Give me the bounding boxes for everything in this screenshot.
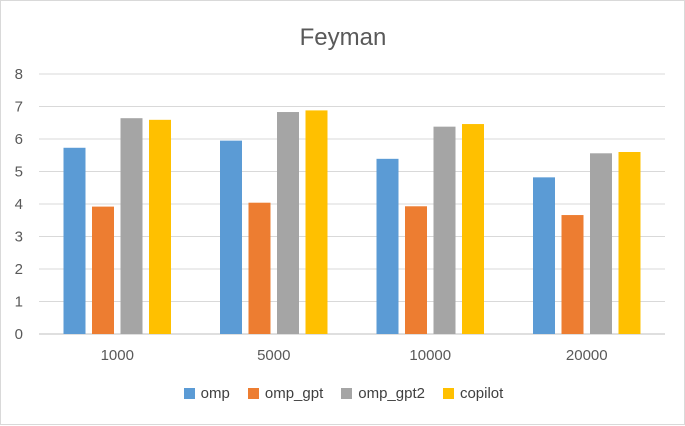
legend-swatch xyxy=(341,388,353,399)
y-tick-label: 6 xyxy=(15,131,23,148)
chart-title: Feyman xyxy=(300,24,387,51)
legend-item-copilot: copilot xyxy=(442,385,504,402)
legend-label: omp_gpt xyxy=(264,385,324,402)
bar-omp_gpt-20000 xyxy=(561,215,584,334)
bar-omp-20000 xyxy=(533,177,555,334)
bars xyxy=(63,110,641,335)
legend: omp omp_gpt omp_gpt2 copilot xyxy=(1,385,685,402)
y-tick-label: 8 xyxy=(15,66,23,83)
bar-omp_gpt2-1000 xyxy=(120,118,143,334)
y-axis-ticks: 0 1 2 3 4 5 6 7 8 xyxy=(15,66,23,343)
x-tick-label: 1000 xyxy=(101,347,134,364)
bar-omp_gpt2-5000 xyxy=(277,112,299,335)
legend-swatch xyxy=(183,388,195,399)
gridlines xyxy=(39,73,665,335)
x-tick-label: 10000 xyxy=(409,347,451,364)
legend-item-omp_gpt2: omp_gpt2 xyxy=(341,385,425,402)
legend-swatch xyxy=(442,388,454,399)
legend-label: copilot xyxy=(459,385,504,402)
bar-omp_gpt2-10000 xyxy=(433,126,456,335)
y-tick-label: 5 xyxy=(15,164,23,181)
bar-omp_gpt2-20000 xyxy=(590,153,612,334)
bar-omp-5000 xyxy=(220,140,242,334)
legend-label: omp xyxy=(200,385,230,402)
y-tick-label: 7 xyxy=(15,99,23,116)
legend-item-omp_gpt: omp_gpt xyxy=(247,385,324,402)
y-tick-label: 1 xyxy=(15,294,23,311)
legend-item-omp: omp xyxy=(183,385,230,402)
bar-copilot-5000 xyxy=(305,110,328,335)
y-tick-label: 0 xyxy=(15,326,23,343)
bar-omp-1000 xyxy=(63,147,86,334)
y-tick-label: 2 xyxy=(15,261,23,278)
y-tick-label: 4 xyxy=(15,196,23,213)
bar-omp_gpt-10000 xyxy=(405,206,427,334)
bar-omp_gpt-1000 xyxy=(92,206,114,334)
bar-copilot-10000 xyxy=(462,124,484,334)
bar-copilot-1000 xyxy=(149,119,171,334)
legend-swatch xyxy=(247,388,259,399)
y-tick-label: 3 xyxy=(15,229,23,246)
bar-omp_gpt-5000 xyxy=(248,202,271,334)
x-axis-ticks: 1000 5000 10000 20000 xyxy=(101,347,608,364)
x-tick-label: 20000 xyxy=(566,347,608,364)
bar-copilot-20000 xyxy=(618,152,641,334)
bar-omp-10000 xyxy=(376,158,399,334)
x-tick-label: 5000 xyxy=(257,347,290,364)
legend-label: omp_gpt2 xyxy=(358,385,425,402)
